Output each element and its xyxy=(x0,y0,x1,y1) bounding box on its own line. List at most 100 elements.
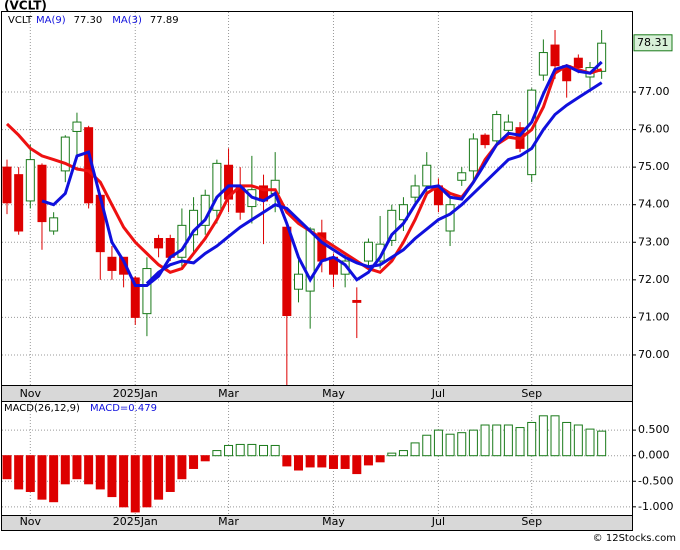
macd-bar xyxy=(154,455,164,500)
candle-body xyxy=(294,273,303,290)
x-tick-label: Mar xyxy=(218,387,239,400)
ma-line xyxy=(41,60,603,287)
macd-bar xyxy=(597,430,607,457)
candle-body xyxy=(573,57,583,69)
macd-bar xyxy=(165,455,175,492)
macd-bar xyxy=(37,455,47,500)
macd-bar xyxy=(363,455,373,466)
ma-line xyxy=(145,81,603,285)
y-tick-label: -1.000 xyxy=(638,500,673,513)
legend-name: MA(3) xyxy=(112,15,142,26)
x-tick-label: Sep xyxy=(521,387,542,400)
macd-bar xyxy=(527,421,537,457)
candle-body xyxy=(72,121,82,132)
macd-bar xyxy=(294,455,303,471)
candle-body xyxy=(538,52,548,76)
macd-bar xyxy=(200,455,210,462)
candle-body xyxy=(282,226,292,317)
macd-bar xyxy=(468,429,478,457)
macd-bar xyxy=(305,455,315,468)
candle-body xyxy=(189,209,199,236)
macd-bar xyxy=(142,455,152,508)
chart-title: (VCLT) xyxy=(4,0,47,13)
candle-body xyxy=(25,159,35,202)
macd-bar xyxy=(410,442,420,457)
x-tick-label: 2025Jan xyxy=(113,387,158,400)
legend-name: MA(9) xyxy=(36,15,66,26)
x-tick-label: Mar xyxy=(218,515,239,528)
macd-bar xyxy=(538,415,548,457)
macd-bar xyxy=(550,415,560,457)
macd-bar xyxy=(224,444,234,457)
macd-title: MACD(26,12,9) xyxy=(4,403,80,414)
x-tick-label: 2025Jan xyxy=(113,515,158,528)
macd-bar xyxy=(480,424,490,457)
macd-bar xyxy=(95,455,105,490)
candle-body xyxy=(2,166,12,204)
candle-body xyxy=(107,256,117,271)
y-tick-label: 70.00 xyxy=(638,348,670,361)
macd-bar xyxy=(2,455,12,480)
macd-bar xyxy=(492,424,502,457)
macd-bar xyxy=(457,432,467,457)
x-tick-label: Jul xyxy=(431,387,445,400)
y-tick-label: 73.00 xyxy=(638,235,670,248)
y-tick-label: 71.00 xyxy=(638,310,670,323)
macd-bar xyxy=(328,455,338,469)
candle-body xyxy=(492,114,502,142)
macd-bar xyxy=(375,455,385,463)
macd-bar xyxy=(317,455,327,468)
macd-bar xyxy=(398,450,408,457)
macd-bar xyxy=(119,455,129,508)
y-tick-label: -0.500 xyxy=(638,474,673,487)
macd-bar xyxy=(282,455,292,467)
macd-annotation: MACD=0.479 xyxy=(90,403,157,414)
macd-bar xyxy=(562,421,572,457)
y-tick-label: 77.00 xyxy=(638,85,670,98)
x-tick-label: Nov xyxy=(20,387,42,400)
macd-x-axis xyxy=(1,515,633,531)
macd-bar xyxy=(270,444,280,457)
macd-bar xyxy=(25,455,35,492)
macd-bar xyxy=(189,455,199,469)
y-tick-label: 75.00 xyxy=(638,160,670,173)
candle-body xyxy=(480,134,490,146)
candle-body xyxy=(410,185,420,198)
candle-body xyxy=(119,256,129,275)
candle-body xyxy=(154,238,164,249)
candle-body xyxy=(445,204,455,232)
candle-body xyxy=(468,138,478,172)
macd-bar xyxy=(177,455,187,480)
macd-bar xyxy=(445,433,455,457)
x-tick-label: Sep xyxy=(521,515,542,528)
last-price-label: 78.31 xyxy=(637,36,669,49)
macd-bar xyxy=(573,424,583,457)
macd-bar xyxy=(235,443,245,457)
macd-bar xyxy=(585,428,595,457)
y-tick-label: 0.500 xyxy=(638,423,670,436)
candle-body xyxy=(212,162,222,211)
macd-bar xyxy=(515,427,525,457)
candle-body xyxy=(352,299,362,303)
macd-bar xyxy=(259,444,269,457)
x-tick-label: Nov xyxy=(20,515,42,528)
legend-value: 77.89 xyxy=(150,15,179,26)
macd-bar xyxy=(503,424,513,457)
x-tick-label: Jul xyxy=(431,515,445,528)
macd-bar xyxy=(387,452,397,457)
macd-bar xyxy=(107,455,117,498)
macd-bar xyxy=(422,434,432,457)
macd-bar xyxy=(130,455,140,513)
macd-bar xyxy=(14,455,24,490)
macd-bar xyxy=(340,455,350,469)
candle-body xyxy=(14,174,24,232)
ticker-label: VCLT xyxy=(8,15,33,26)
legend-value: 77.30 xyxy=(74,15,103,26)
macd-bar xyxy=(352,455,362,475)
footer: © 12Stocks.com xyxy=(593,533,676,544)
y-tick-label: 0.000 xyxy=(638,449,670,462)
candle-body xyxy=(457,172,467,181)
candle-body xyxy=(503,121,513,131)
macd-panel xyxy=(1,401,633,516)
